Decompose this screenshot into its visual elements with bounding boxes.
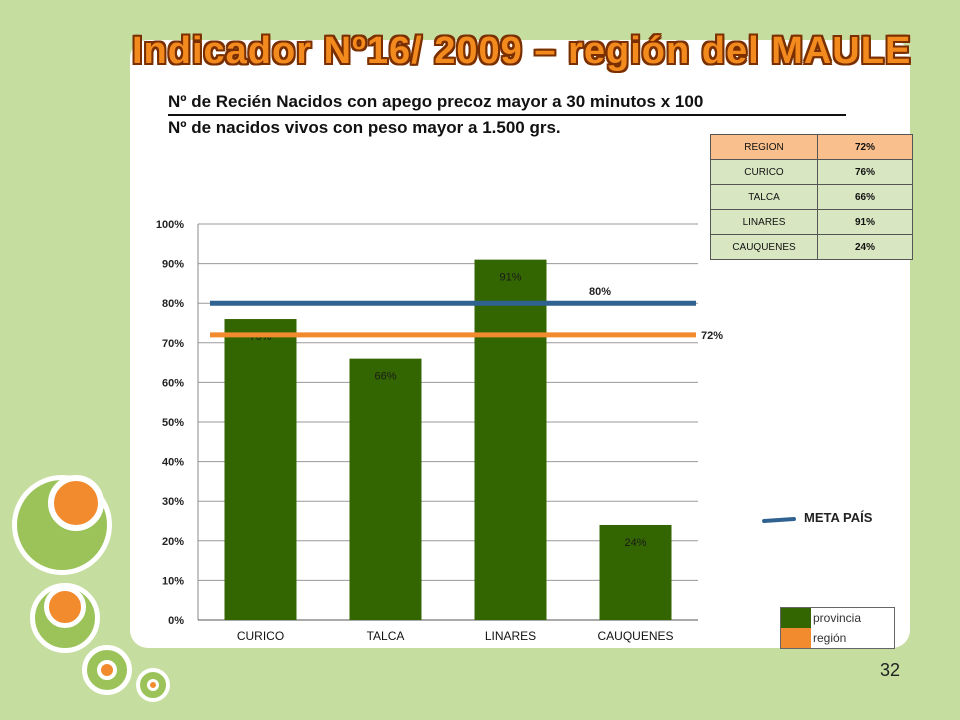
- decor-circle-orange-1: [48, 475, 104, 531]
- y-tick-label: 20%: [162, 536, 184, 548]
- table-cell-value: 24%: [817, 234, 913, 260]
- y-tick-label: 70%: [162, 338, 184, 350]
- table-row: LINARES 91%: [710, 209, 913, 235]
- table-row: CURICO 76%: [710, 159, 913, 185]
- legend-item-provincia: provincia: [781, 608, 894, 628]
- bar: [224, 319, 297, 620]
- reference-line-label: 80%: [589, 286, 611, 298]
- reference-line-label: 72%: [701, 330, 723, 342]
- y-tick-label: 90%: [162, 259, 184, 271]
- legend-label-region: región: [813, 631, 847, 645]
- y-tick-label: 10%: [162, 575, 184, 587]
- table-cell-label: TALCA: [710, 184, 818, 210]
- table-row: TALCA 66%: [710, 184, 913, 210]
- x-tick-label: TALCA: [367, 629, 405, 643]
- table-cell-value: 91%: [817, 209, 913, 235]
- formula-fraction-bar: [168, 114, 846, 116]
- bar-value-label: 91%: [499, 272, 521, 284]
- decor-circle-tiny-center: [147, 679, 159, 691]
- decor-circle-small-center: [97, 660, 117, 680]
- table-cell-value: 76%: [817, 159, 913, 185]
- formula-denominator: Nº de nacidos vivos con peso mayor a 1.5…: [168, 118, 561, 137]
- legend-box: provincia región: [780, 607, 895, 649]
- y-tick-label: 60%: [162, 377, 184, 389]
- table-cell-label: CURICO: [710, 159, 818, 185]
- legend-meta-label: META PAÍS: [804, 510, 873, 525]
- y-tick-label: 40%: [162, 457, 184, 469]
- table-cell-label: LINARES: [710, 209, 818, 235]
- y-tick-label: 0%: [168, 615, 184, 627]
- x-tick-label: LINARES: [485, 629, 536, 643]
- bar-value-label: 66%: [374, 371, 396, 383]
- legend-swatch-region: [781, 628, 811, 648]
- table-cell-label: CAUQUENES: [710, 234, 818, 260]
- table-header-row: REGION 72%: [710, 134, 913, 160]
- legend-swatch-provincia: [781, 608, 811, 628]
- decor-circle-orange-2: [44, 586, 86, 628]
- y-tick-label: 30%: [162, 496, 184, 508]
- legend-label-provincia: provincia: [813, 611, 862, 625]
- bar-value-label: 24%: [624, 537, 646, 549]
- page-number: 32: [880, 660, 901, 680]
- table-cell-value: 66%: [817, 184, 913, 210]
- x-tick-label: CURICO: [237, 629, 284, 643]
- legend-item-region: región: [781, 628, 894, 648]
- x-tick-label: CAUQUENES: [597, 629, 673, 643]
- y-tick-label: 100%: [156, 219, 184, 231]
- table-row: CAUQUENES 24%: [710, 234, 913, 260]
- formula-numerator: Nº de Recién Nacidos con apego precoz ma…: [168, 92, 704, 111]
- bar: [474, 259, 547, 620]
- y-tick-label: 50%: [162, 417, 184, 429]
- data-table: REGION 72% CURICO 76% TALCA 66% LINARES …: [710, 134, 913, 260]
- bar: [599, 524, 672, 620]
- table-cell-value: 72%: [817, 134, 913, 160]
- y-tick-label: 80%: [162, 298, 184, 310]
- table-cell-label: REGION: [710, 134, 818, 160]
- bar: [349, 358, 422, 620]
- slide-title: Indicador Nº16/ 2009 – región del MAULE: [132, 30, 912, 72]
- decor-circle-tiny: [136, 668, 170, 702]
